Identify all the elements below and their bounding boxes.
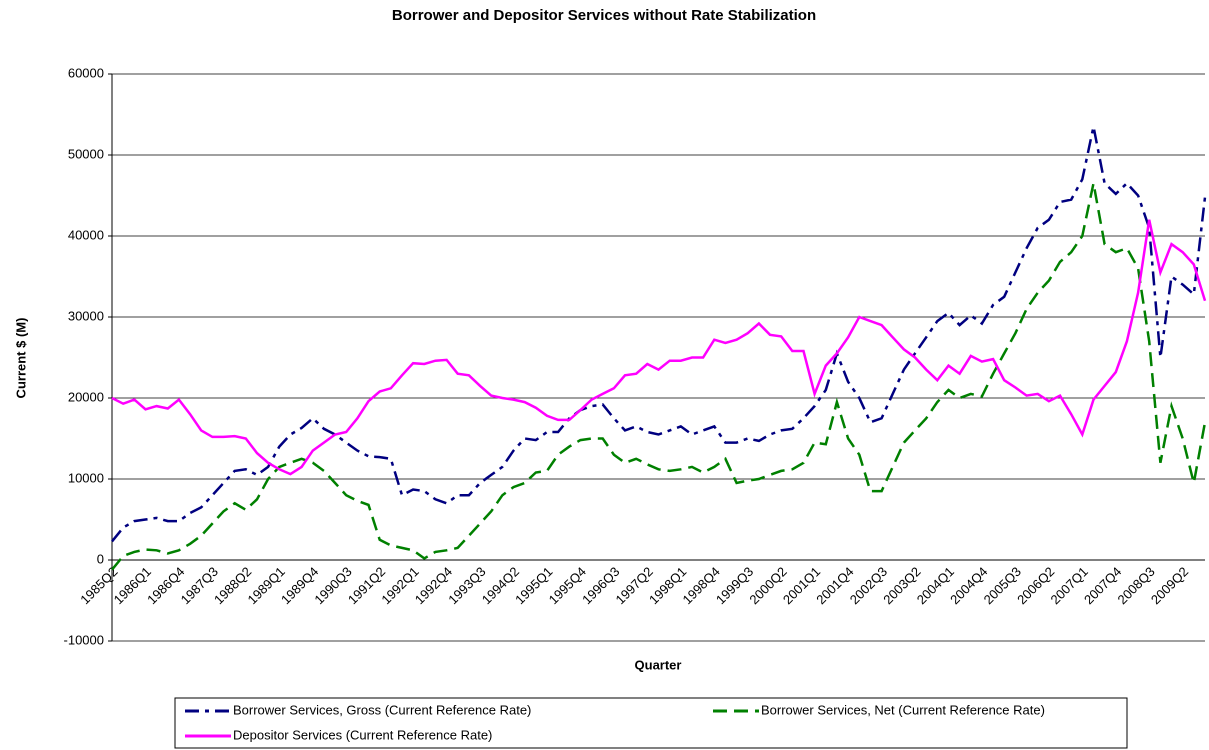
series-line xyxy=(111,183,1207,571)
y-tick-label: -10000 xyxy=(64,632,104,647)
y-tick-label: 20000 xyxy=(68,389,104,404)
y-tick-label: 60000 xyxy=(68,65,104,80)
legend-box xyxy=(174,697,1128,749)
legend-label: Depositor Services (Current Reference Ra… xyxy=(233,727,492,742)
x-tick-label: 2009Q2 xyxy=(1148,564,1191,607)
y-tick-label: 0 xyxy=(97,551,104,566)
series-line xyxy=(111,219,1207,476)
y-axis-title: Current $ (M) xyxy=(13,318,28,399)
legend-label: Borrower Services, Net (Current Referenc… xyxy=(761,702,1045,717)
legend-label: Borrower Services, Gross (Current Refere… xyxy=(233,702,531,717)
y-tick-label: 40000 xyxy=(68,227,104,242)
y-tick-label: 30000 xyxy=(68,308,104,323)
x-axis-title: Quarter xyxy=(635,657,682,672)
y-tick-label: 10000 xyxy=(68,470,104,485)
y-tick-label: 50000 xyxy=(68,146,104,161)
series-line xyxy=(111,126,1207,543)
chart-title: Borrower and Depositor Services without … xyxy=(392,7,816,24)
